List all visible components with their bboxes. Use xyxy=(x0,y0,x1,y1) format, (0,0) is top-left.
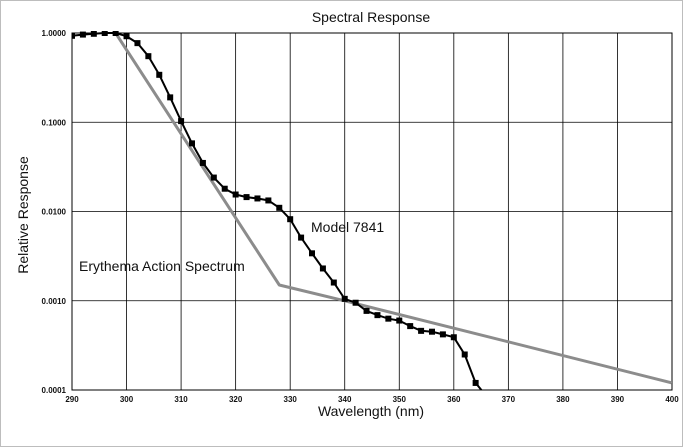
data-point-marker xyxy=(461,351,468,358)
data-point-marker xyxy=(90,31,97,37)
x-tick-label: 340 xyxy=(338,395,352,404)
data-point-marker xyxy=(189,140,195,147)
data-point-marker xyxy=(287,216,294,223)
annotation-model-7841: Model 7841 xyxy=(311,219,384,235)
series-line-erythema-action-spectrum xyxy=(114,32,672,385)
x-axis-label: Wavelength (nm) xyxy=(318,403,424,419)
x-tick-label: 290 xyxy=(65,395,79,404)
x-tick-label: 310 xyxy=(174,395,188,404)
data-point-marker xyxy=(265,197,272,204)
y-tick-label: 1.0000 xyxy=(42,29,67,38)
data-point-marker xyxy=(472,379,479,386)
data-point-marker xyxy=(156,71,163,78)
data-point-marker xyxy=(221,185,228,192)
x-tick-label: 300 xyxy=(120,395,134,404)
x-tick-label: 370 xyxy=(502,395,516,404)
x-tick-label: 330 xyxy=(284,395,298,404)
data-point-marker xyxy=(79,31,86,38)
y-axis-label: Relative Response xyxy=(15,156,31,274)
data-point-marker xyxy=(167,94,174,101)
x-tick-labels: 290 300 310 320 330 340 350 360 370 380 390 400 xyxy=(65,395,679,404)
y-tick-label: 0.0010 xyxy=(42,297,67,306)
annotation-erythema-action-spectrum: Erythema Action Spectrum xyxy=(79,258,245,274)
data-point-marker xyxy=(484,393,490,399)
data-point-marker xyxy=(363,307,370,314)
data-point-marker xyxy=(199,159,206,166)
y-tick-label: 0.0100 xyxy=(42,208,67,217)
data-point-marker xyxy=(210,174,217,181)
data-point-marker xyxy=(352,299,359,306)
x-tick-label: 380 xyxy=(556,395,570,404)
x-tick-label: 400 xyxy=(665,395,679,404)
y-tick-labels: 1.0000 0.1000 0.0100 0.0010 0.0001 xyxy=(42,29,67,395)
data-point-marker xyxy=(330,279,337,286)
data-point-marker xyxy=(439,331,446,338)
data-point-marker xyxy=(101,31,108,36)
data-point-marker xyxy=(145,53,152,60)
series-model-7841 xyxy=(72,31,490,399)
data-point-marker xyxy=(243,194,250,201)
x-tick-label: 390 xyxy=(611,395,625,404)
y-tick-label: 0.0001 xyxy=(42,386,67,395)
series-group xyxy=(72,31,672,399)
data-point-marker xyxy=(72,32,75,39)
data-point-marker xyxy=(341,295,348,302)
data-point-marker xyxy=(450,334,457,341)
data-point-marker xyxy=(178,118,185,125)
y-tick-label: 0.1000 xyxy=(42,118,67,127)
chart-title: Spectral Response xyxy=(312,9,431,25)
data-point-marker xyxy=(298,234,305,241)
data-point-marker xyxy=(418,327,425,334)
data-point-marker xyxy=(123,33,130,40)
data-point-marker xyxy=(374,312,381,319)
data-point-marker xyxy=(232,191,239,198)
x-tick-label: 350 xyxy=(393,395,407,404)
data-point-marker xyxy=(254,195,261,202)
data-point-marker xyxy=(407,323,414,330)
data-point-marker xyxy=(319,265,326,272)
series-erythema-action-spectrum xyxy=(114,32,672,385)
data-point-marker xyxy=(396,317,403,324)
data-point-marker xyxy=(429,328,435,335)
data-point-marker xyxy=(385,315,392,322)
data-point-marker xyxy=(309,250,315,257)
x-tick-label: 360 xyxy=(447,395,461,404)
data-point-marker xyxy=(276,204,283,211)
data-point-marker xyxy=(112,31,119,36)
data-point-marker xyxy=(134,40,141,47)
x-tick-label: 320 xyxy=(229,395,243,404)
